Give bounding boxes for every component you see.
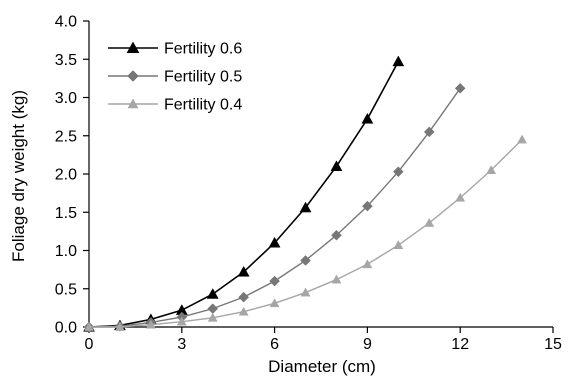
legend-item-3: Fertility 0.4 [108, 97, 242, 114]
data-point [300, 255, 311, 266]
legend-marker [127, 70, 139, 82]
series-line [88, 87, 461, 328]
y-tick-label: 3.5 [55, 52, 77, 69]
x-tick-label: 6 [270, 336, 279, 353]
data-point [330, 160, 343, 171]
series-layer [83, 55, 527, 333]
data-point [238, 291, 250, 303]
data-point [207, 303, 219, 314]
series-1 [83, 55, 405, 332]
data-point [300, 287, 311, 297]
data-point [331, 229, 342, 241]
y-tick-label: 4.0 [55, 14, 77, 31]
y-axis-label: Foliage dry weight (kg) [9, 90, 28, 262]
data-point [145, 319, 156, 329]
data-point [424, 217, 435, 227]
y-tick-label: 2.5 [55, 128, 77, 145]
data-point [392, 166, 404, 178]
y-tick-label: 0.0 [55, 320, 77, 337]
data-point [269, 275, 280, 287]
data-point [455, 192, 466, 202]
legend-marker [126, 41, 140, 54]
data-point [207, 312, 218, 322]
legend-marker [127, 98, 139, 109]
data-point [299, 201, 312, 213]
data-point [361, 112, 374, 124]
data-point [362, 200, 373, 212]
legend-label: Fertility 0.6 [164, 41, 242, 58]
axes: 0.0 0.5 1.0 1.5 2.0 2.5 3.0 3.5 4.0 0 3 6 9 12 15 [55, 14, 562, 354]
data-point [268, 236, 281, 248]
legend-item-1: Fertility 0.6 [108, 41, 242, 58]
x-tick-label: 15 [544, 336, 562, 353]
legend-label: Fertility 0.4 [164, 97, 242, 114]
series-2 [83, 82, 466, 333]
x-tick-label: 9 [363, 336, 372, 353]
legend: Fertility 0.6 Fertility 0.5 Fertility 0.4 [108, 41, 242, 114]
data-point [206, 288, 219, 299]
data-point [423, 126, 435, 138]
data-point [237, 265, 250, 277]
series-3 [84, 134, 527, 331]
data-point [238, 306, 249, 316]
data-point [115, 321, 125, 331]
data-point [269, 298, 280, 308]
y-tick-label: 0.5 [55, 281, 77, 298]
data-point [392, 55, 405, 67]
data-point [362, 259, 373, 269]
x-tick-label: 0 [85, 336, 94, 353]
data-point [486, 165, 497, 175]
data-point [517, 134, 527, 144]
x-axis-label: Diameter (cm) [268, 357, 376, 376]
data-point [454, 82, 466, 94]
legend-label: Fertility 0.5 [164, 69, 242, 86]
x-tick-label: 12 [451, 336, 469, 353]
data-point [331, 274, 342, 284]
legend-item-2: Fertility 0.5 [108, 69, 242, 86]
data-point [176, 316, 187, 326]
y-tick-label: 2.0 [55, 167, 77, 184]
series-line [88, 61, 400, 328]
series-line [89, 139, 523, 328]
y-tick-label: 1.5 [55, 205, 77, 222]
data-point [393, 240, 404, 249]
y-tick-label: 3.0 [55, 90, 77, 107]
x-tick-label: 3 [177, 336, 186, 353]
y-tick-label: 1.0 [55, 243, 77, 260]
data-point [84, 321, 94, 331]
